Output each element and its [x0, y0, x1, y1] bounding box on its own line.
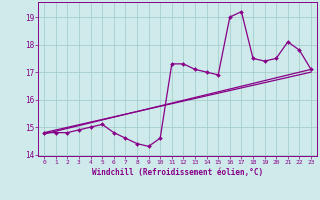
- X-axis label: Windchill (Refroidissement éolien,°C): Windchill (Refroidissement éolien,°C): [92, 168, 263, 177]
